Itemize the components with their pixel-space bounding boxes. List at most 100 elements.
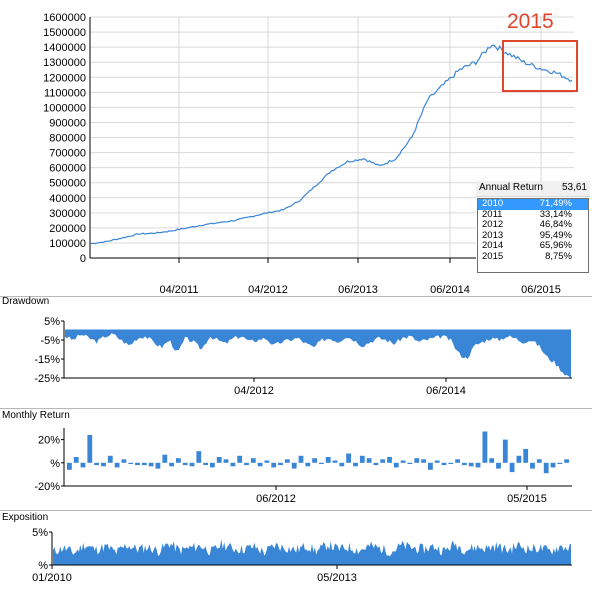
annual-return-row[interactable]: 2010 71,49% — [478, 198, 588, 210]
annual-return-row[interactable]: 2013 95,49% — [478, 230, 588, 242]
panel-separator — [0, 296, 592, 297]
monthly-return-bar — [516, 455, 522, 463]
monthly-return-bar — [332, 460, 338, 463]
monthly-return-bar — [339, 462, 345, 467]
monthly-return-bar — [250, 458, 256, 463]
monthly-return-bar — [393, 462, 399, 468]
monthly-return-bar — [203, 462, 208, 466]
annual-return-year: 2012 — [482, 219, 504, 230]
monthly-return-bar — [210, 462, 215, 468]
monthly-return-bar — [482, 431, 488, 463]
exposition-x-tick-label: 05/2013 — [317, 572, 357, 584]
panel-separator — [0, 510, 592, 511]
monthly-return-x-tick-label: 06/2012 — [256, 493, 296, 505]
monthly-return-bar — [67, 462, 72, 470]
monthly-return-bar — [271, 462, 277, 468]
annual-return-row[interactable]: 2015 8,75% — [478, 250, 588, 263]
monthly-return-bar — [237, 455, 243, 463]
monthly-return-bar — [278, 462, 283, 466]
equity-line — [90, 44, 573, 245]
annual-return-value: 71,49% — [539, 198, 572, 209]
monthly-return-bar — [346, 453, 351, 463]
annual-return-row[interactable]: 2011 33,14% — [478, 208, 588, 221]
monthly-return-bar — [414, 458, 420, 463]
equity-y-tick-label: 1000000 — [43, 102, 86, 114]
annual-return-value: 65,96% — [539, 240, 572, 251]
equity-y-tick-label: 0 — [80, 253, 86, 265]
equity-y-tick-label: 1300000 — [43, 57, 86, 69]
monthly-return-bar — [387, 457, 392, 463]
equity-x-tick-label: 04/2012 — [248, 284, 288, 295]
equity-x-tick-label: 06/2013 — [338, 284, 378, 295]
monthly-return-bar — [523, 448, 529, 463]
monthly-return-bar — [496, 462, 501, 469]
annual-return-panel: Annual Return 53,61 2010 71,49% 2011 33,14%… — [476, 181, 590, 274]
monthly-return-bar — [162, 454, 168, 463]
monthly-return-bar — [455, 459, 460, 463]
monthly-return-bar — [73, 457, 79, 463]
drawdown-y-tick-label: -25% — [34, 373, 60, 385]
monthly-return-bar — [428, 462, 433, 470]
monthly-return-bar — [216, 457, 222, 463]
monthly-return-y-tick-label: % — [50, 458, 60, 470]
monthly-return-bar — [359, 455, 365, 463]
monthly-return-bar — [196, 451, 202, 463]
monthly-return-bar — [325, 457, 331, 463]
monthly-return-bar — [530, 462, 535, 469]
monthly-return-bar — [536, 459, 542, 463]
exposition-y-tick-label: % — [38, 560, 48, 572]
monthly-return-bar — [128, 462, 134, 464]
equity-y-tick-label: 900000 — [49, 117, 86, 129]
monthly-return-bar — [373, 462, 379, 466]
equity-x-tick-label: 06/2015 — [521, 284, 561, 295]
monthly-return-bar — [557, 462, 563, 464]
equity-y-tick-label: 400000 — [49, 193, 86, 205]
monthly-return-bar — [80, 462, 86, 468]
monthly-return-bar — [87, 435, 93, 463]
monthly-return-bar — [101, 462, 106, 467]
monthly-return-title: Monthly Return — [2, 410, 70, 421]
monthly-return-y-tick-label: -20% — [34, 481, 60, 493]
annual-return-list[interactable]: 2010 71,49% 2011 33,14% 2012 46,84% 2013 95,49%… — [477, 198, 589, 273]
drawdown-area — [65, 329, 571, 379]
annual-return-row[interactable]: 2014 65,96% — [478, 240, 588, 252]
drawdown-y-tick-label: -15% — [34, 354, 60, 366]
year-2015-highlight-label: 2015 — [507, 10, 554, 33]
equity-y-tick-label: 1100000 — [44, 87, 86, 99]
annual-return-total: 53,61 — [561, 182, 587, 193]
monthly-return-bar — [223, 459, 229, 463]
annual-return-year: 2014 — [482, 240, 504, 251]
equity-y-tick-label: 300000 — [49, 208, 86, 220]
annual-return-year: 2010 — [482, 198, 504, 209]
monthly-return-bar — [468, 462, 474, 467]
monthly-return-bar — [564, 459, 569, 463]
annual-return-year: 2011 — [482, 208, 503, 220]
monthly-return-bar — [462, 462, 467, 466]
equity-y-tick-label: 700000 — [49, 148, 86, 160]
monthly-return-bar — [135, 462, 140, 466]
monthly-return-bar — [169, 462, 174, 467]
monthly-return-bar — [441, 462, 447, 466]
monthly-return-bar — [319, 462, 324, 464]
drawdown-title: Drawdown — [2, 296, 50, 307]
monthly-return-bar — [353, 462, 358, 467]
monthly-return-bar — [475, 462, 481, 468]
equity-y-tick-label: 200000 — [49, 223, 86, 235]
equity-y-tick-label: 800000 — [49, 133, 86, 145]
equity-y-tick-label: 600000 — [49, 163, 86, 175]
annual-return-value: 33,14% — [539, 208, 572, 220]
year-2015-highlight-box — [502, 40, 578, 92]
equity-chart: 1600000 1500000 1400000 1300000 1200000 11000… — [43, 12, 574, 295]
annual-return-value: 8,75% — [545, 250, 572, 262]
annual-return-row[interactable]: 2012 46,84% — [478, 219, 588, 231]
exposition-area — [53, 539, 571, 565]
monthly-return-bar — [182, 462, 188, 466]
monthly-return-bar — [189, 462, 195, 467]
equity-y-tick-label: 1200000 — [43, 72, 86, 84]
monthly-return-bar — [550, 462, 556, 468]
monthly-return-bar — [380, 459, 386, 463]
